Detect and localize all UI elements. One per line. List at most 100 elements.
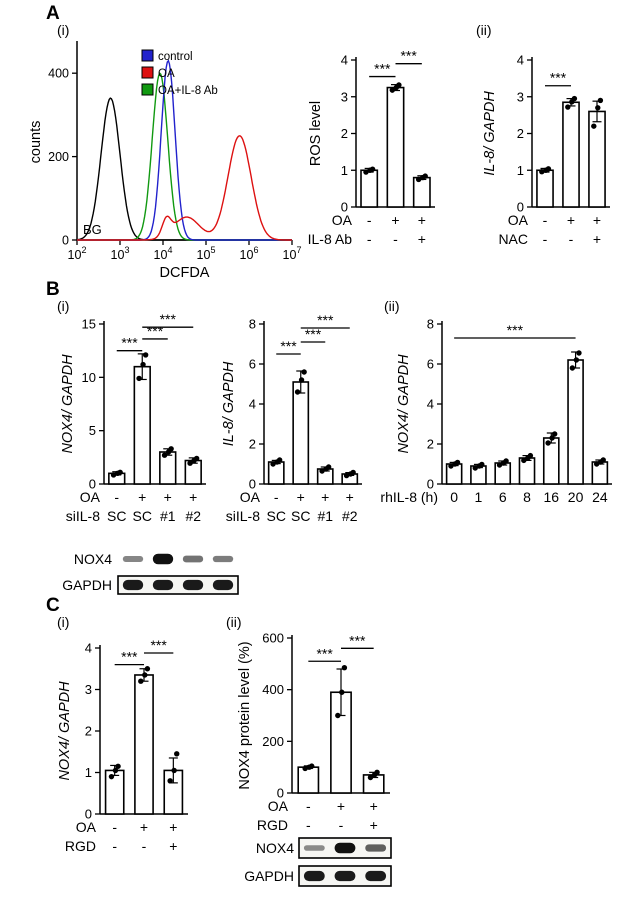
svg-text:0: 0 [89,477,96,492]
nox4-gapdh-siil8-bar-chart: 0 5 10 15 NOX4/ GAPDH *** *** *** OA - + + + siIL-8 SC… [60,308,216,553]
svg-text:NOX4 protein level (%): NOX4 protein level (%) [237,641,253,789]
svg-text:#1: #1 [317,508,333,524]
svg-text:200: 200 [48,150,69,164]
svg-text:***: *** [507,322,524,338]
svg-text:8: 8 [427,317,434,332]
svg-text:GAPDH: GAPDH [244,868,294,884]
svg-text:-: - [112,838,117,854]
svg-text:15: 15 [82,317,96,332]
svg-text:-: - [274,489,279,505]
svg-text:+: + [169,838,177,854]
svg-text:5: 5 [89,423,96,438]
svg-text:-: - [114,489,119,505]
svg-text:2: 2 [85,724,92,739]
svg-text:-: - [306,817,311,833]
svg-text:20: 20 [568,489,584,505]
svg-text:0: 0 [450,489,458,505]
svg-text:-: - [339,817,344,833]
svg-text:GAPDH: GAPDH [62,577,112,593]
svg-text:SC: SC [107,508,126,524]
svg-text:+: + [593,231,601,247]
svg-text:0: 0 [277,786,284,801]
panel-c-sub-i-label: (i) [57,614,70,630]
panel-b-western-blot: NOX4 GAPDH [60,550,250,605]
svg-text:#1: #1 [160,508,176,524]
svg-text:600: 600 [262,631,284,646]
svg-text:+: + [164,489,172,505]
svg-text:0: 0 [427,477,434,492]
svg-text:-: - [543,231,548,247]
svg-text:103: 103 [111,245,130,262]
svg-text:-: - [367,231,372,247]
svg-text:ROS level: ROS level [308,101,324,166]
svg-text:-: - [367,212,372,228]
svg-text:1: 1 [85,765,92,780]
svg-text:10: 10 [82,370,96,385]
panel-a-sub-ii-label: (ii) [476,22,492,38]
svg-text:4: 4 [427,397,434,412]
svg-text:+: + [337,798,345,814]
svg-text:***: *** [150,637,167,653]
svg-text:***: *** [316,645,333,661]
svg-text:NOX4: NOX4 [256,840,294,856]
svg-text:4: 4 [341,53,348,68]
svg-text:8: 8 [523,489,531,505]
svg-text:NOX4/ GAPDH: NOX4/ GAPDH [60,354,76,454]
svg-text:+: + [321,489,329,505]
svg-text:OA: OA [508,212,529,228]
panel-c-western-blot: NOX4 GAPDH [236,837,398,894]
svg-text:+: + [189,489,197,505]
svg-text:8: 8 [249,317,256,332]
svg-text:OA: OA [268,798,289,814]
svg-text:1: 1 [517,163,524,178]
panel-a-label: A [46,3,60,24]
svg-text:0: 0 [62,234,69,248]
svg-text:4: 4 [517,53,524,68]
svg-text:NOX4/ GAPDH: NOX4/ GAPDH [57,681,73,781]
svg-text:IL-8 Ab: IL-8 Ab [308,231,353,247]
svg-text:2: 2 [341,126,348,141]
svg-text:16: 16 [543,489,559,505]
svg-text:400: 400 [262,682,284,697]
svg-text:BG: BG [83,222,102,237]
svg-text:#2: #2 [342,508,358,524]
svg-text:SC: SC [267,508,286,524]
svg-text:RGD: RGD [65,838,96,854]
svg-text:control: control [158,51,193,63]
svg-text:+: + [391,212,399,228]
panel-b-label: B [46,279,60,300]
panel-b-sub-ii-label: (ii) [384,298,400,314]
svg-text:OA: OA [158,68,175,80]
svg-text:counts: counts [28,121,44,164]
panel-c-sub-ii-label: (ii) [226,614,242,630]
svg-text:OA: OA [76,819,97,835]
svg-text:0: 0 [85,807,92,822]
svg-text:6: 6 [249,357,256,372]
svg-text:***: *** [317,312,334,328]
svg-text:+: + [346,489,354,505]
svg-text:104: 104 [154,245,173,262]
svg-text:NOX4/ GAPDH: NOX4/ GAPDH [396,354,412,454]
panel-c-label: C [46,595,60,616]
svg-text:-: - [142,838,147,854]
svg-text:1: 1 [341,163,348,178]
ros-level-bar-chart: 0 1 2 3 4 ROS level *** *** OA - + + IL-8 Ab - - + [306,40,445,280]
svg-text:0: 0 [249,477,256,492]
svg-text:OA+IL-8 Ab: OA+IL-8 Ab [158,85,218,97]
svg-text:-: - [306,798,311,814]
svg-text:***: *** [121,649,138,665]
svg-text:+: + [567,212,575,228]
svg-text:#2: #2 [185,508,201,524]
svg-text:200: 200 [262,734,284,749]
svg-text:***: *** [550,70,567,86]
svg-text:2: 2 [517,126,524,141]
svg-text:***: *** [305,326,322,342]
svg-text:OA: OA [332,212,353,228]
svg-text:+: + [418,231,426,247]
svg-text:***: *** [280,338,297,354]
svg-text:6: 6 [499,489,507,505]
svg-text:0: 0 [517,200,524,215]
svg-text:2: 2 [249,437,256,452]
svg-text:***: *** [400,48,417,64]
svg-text:+: + [593,212,601,228]
